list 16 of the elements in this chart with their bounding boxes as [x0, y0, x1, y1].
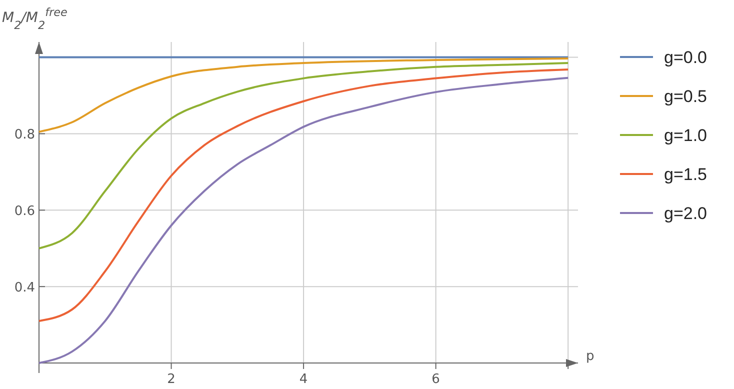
- line-series: [38, 68, 570, 322]
- legend-label: g=2.0: [664, 204, 708, 223]
- line-series: [38, 76, 570, 364]
- y-tick-label: 0.8: [14, 128, 35, 143]
- y-tick-label: 0.6: [14, 204, 35, 220]
- legend-label: g=1.0: [664, 126, 708, 145]
- legend-label: g=0.0: [664, 48, 708, 67]
- legend-label: g=0.5: [664, 87, 708, 106]
- x-axis-title: p: [586, 349, 594, 364]
- x-tick-label: 4: [299, 372, 308, 387]
- legend-label: g=1.5: [664, 165, 708, 184]
- line-series: [38, 62, 570, 250]
- x-tick-label: 2: [167, 372, 176, 387]
- line-series: [38, 57, 570, 133]
- x-tick-label: 6: [432, 372, 440, 387]
- y-tick-label: 0.4: [14, 280, 35, 296]
